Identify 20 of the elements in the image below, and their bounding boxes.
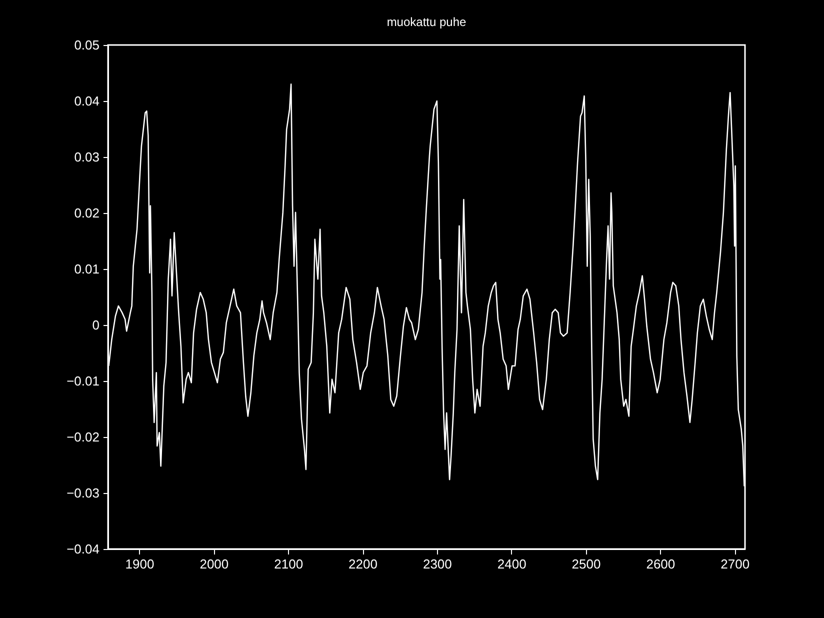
x-tick-label: 2500	[572, 556, 601, 572]
y-tick-label: 0.02	[74, 206, 100, 220]
y-tick-label: −0.02	[66, 430, 100, 444]
y-tick-label: 0.05	[74, 38, 100, 52]
x-tick-label: 2600	[646, 556, 676, 572]
y-tick-label: 0.04	[74, 94, 100, 108]
y-tick-label: −0.01	[66, 374, 100, 388]
x-tick-label: 2100	[274, 556, 304, 572]
chart-title: muokattu puhe	[386, 15, 467, 29]
y-tick-label: −0.03	[66, 486, 100, 500]
y-tick-label: 0.03	[74, 150, 100, 164]
x-tick-label: 2200	[348, 556, 378, 572]
y-tick-label: 0	[92, 318, 100, 332]
x-tick-label: 2000	[200, 556, 229, 572]
x-tick-label: 2400	[497, 556, 526, 572]
y-tick-label: 0.01	[74, 262, 100, 276]
x-tick-label: 2300	[422, 556, 452, 572]
x-tick-label: 1900	[125, 556, 154, 572]
x-tick-label: 2700	[720, 556, 750, 572]
y-tick-label: −0.04	[66, 542, 100, 556]
